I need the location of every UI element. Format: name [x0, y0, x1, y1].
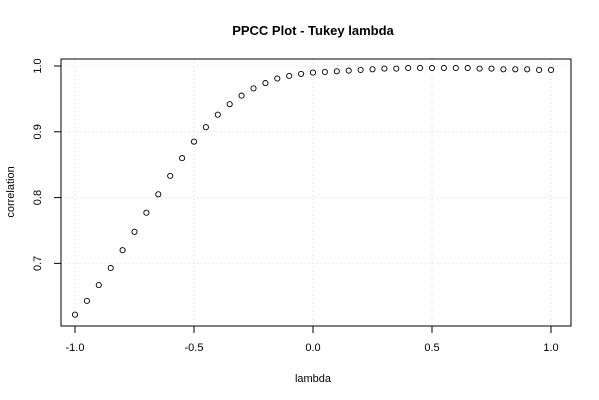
- data-point: [512, 66, 519, 73]
- data-point: [250, 85, 257, 92]
- data-point: [167, 172, 174, 179]
- y-axis: 0.7 0.8 0.9 1.0: [32, 58, 62, 271]
- data-point: [119, 247, 126, 254]
- chart-title: PPCC Plot - Tukey lambda: [232, 23, 394, 38]
- data-point: [321, 68, 328, 75]
- data-point: [345, 67, 352, 74]
- plot-frame: [60, 58, 572, 327]
- y-axis-label: correlation: [5, 166, 17, 217]
- data-point: [298, 70, 305, 77]
- data-point: [155, 191, 162, 198]
- data-point: [524, 66, 531, 73]
- data-point: [381, 65, 388, 72]
- data-point: [464, 64, 471, 72]
- data-point: [357, 66, 364, 73]
- x-tick-label: -1.0: [66, 342, 85, 354]
- data-point: [369, 66, 376, 73]
- y-tick-label: 1.0: [32, 58, 44, 73]
- data-point: [83, 297, 90, 304]
- x-tick-label: 1.0: [543, 342, 558, 354]
- data-point: [214, 111, 221, 118]
- y-tick-label: 0.7: [32, 256, 44, 271]
- data-point: [428, 64, 436, 72]
- data-point: [440, 64, 447, 72]
- data-point: [71, 311, 79, 318]
- data-point: [179, 155, 186, 162]
- data-point: [500, 66, 507, 73]
- data-point: [417, 64, 424, 72]
- data-point: [547, 66, 555, 73]
- data-point: [405, 64, 412, 72]
- data-point: [274, 75, 281, 82]
- data-point: [107, 264, 114, 272]
- y-tick-label: 0.8: [32, 190, 44, 205]
- data-point: [226, 101, 233, 108]
- data-point: [286, 72, 293, 79]
- data-point: [131, 228, 138, 235]
- data-point: [452, 64, 459, 72]
- x-axis: -1.0 -0.5 0.0 0.5 1.0: [66, 325, 559, 354]
- x-tick-label: -0.5: [185, 342, 204, 354]
- data-point: [143, 209, 150, 216]
- data-point: [488, 65, 495, 72]
- y-tick-label: 0.9: [32, 124, 44, 139]
- data-point: [393, 65, 400, 72]
- x-axis-label: lambda: [295, 373, 332, 385]
- data-point: [202, 124, 209, 131]
- data-point: [333, 68, 340, 75]
- x-tick-label: 0.5: [424, 342, 439, 354]
- grid-lines: [61, 59, 571, 326]
- data-point: [238, 92, 245, 99]
- data-point: [262, 80, 269, 87]
- data-point: [95, 282, 102, 289]
- data-point: [309, 69, 317, 76]
- data-points: [71, 64, 555, 318]
- data-point: [476, 65, 483, 72]
- data-point: [190, 138, 198, 145]
- data-point: [536, 66, 543, 73]
- x-tick-label: 0.0: [305, 342, 320, 354]
